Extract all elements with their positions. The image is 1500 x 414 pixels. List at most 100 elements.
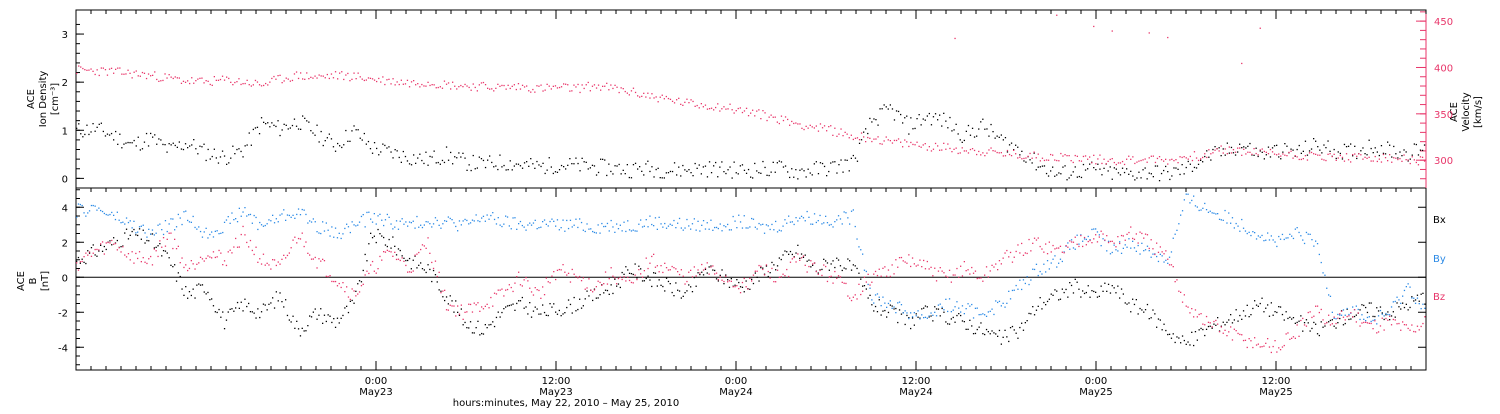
- density-point: [634, 162, 637, 164]
- density-point: [973, 136, 976, 138]
- density-point: [618, 163, 620, 166]
- bz-point: [695, 275, 697, 277]
- bx-point: [116, 239, 118, 242]
- velocity-point: [1091, 162, 1093, 164]
- density-point: [694, 162, 696, 165]
- bz-point: [101, 241, 104, 243]
- density-point: [858, 142, 861, 144]
- bz-point: [560, 269, 562, 271]
- density-point: [848, 170, 850, 172]
- density-point: [937, 119, 939, 121]
- by-point: [1204, 202, 1206, 205]
- density-point: [308, 121, 310, 123]
- bx-point: [719, 274, 721, 276]
- density-point: [115, 130, 117, 133]
- density-point: [94, 130, 96, 132]
- bx-point: [246, 305, 248, 308]
- bx-point: [331, 321, 333, 324]
- upper-panel-frame: [75, 9, 1427, 189]
- density-point: [1419, 149, 1422, 151]
- bx-point: [270, 302, 272, 304]
- bx-point: [1030, 313, 1032, 315]
- density-point: [1243, 146, 1245, 148]
- by-point: [516, 228, 518, 230]
- bx-point: [318, 314, 320, 316]
- bx-point: [887, 311, 890, 314]
- velocity-point: [961, 147, 963, 149]
- by-point: [939, 303, 941, 305]
- density-point: [1119, 174, 1122, 176]
- bz-point: [296, 242, 298, 244]
- bx-point: [623, 273, 625, 275]
- density-point: [256, 126, 259, 128]
- bx-point: [334, 326, 337, 328]
- bx-point: [1390, 315, 1393, 317]
- bz-point: [455, 315, 457, 317]
- density-point: [378, 154, 380, 156]
- bx-point: [190, 294, 192, 297]
- density-point: [1156, 165, 1159, 167]
- bx-point: [427, 264, 429, 266]
- bz-point: [1119, 242, 1121, 245]
- bz-point: [1083, 236, 1086, 239]
- bz-point: [1342, 316, 1345, 318]
- velocity-point: [556, 87, 559, 89]
- bz-point: [865, 281, 867, 283]
- bx-point: [174, 264, 176, 266]
- density-point: [460, 156, 462, 158]
- bx-point: [804, 254, 806, 256]
- bz-point: [220, 252, 222, 254]
- by-point: [392, 228, 394, 230]
- velocity-point: [1407, 159, 1409, 161]
- density-point: [1423, 144, 1426, 146]
- bx-point: [1220, 325, 1222, 327]
- velocity-point: [1004, 155, 1007, 157]
- by-point: [873, 302, 875, 304]
- velocity-point: [637, 95, 639, 97]
- bz-point: [586, 287, 588, 289]
- density-point: [996, 135, 998, 137]
- by-point: [1032, 268, 1034, 270]
- by-point: [1250, 234, 1252, 237]
- velocity-point: [1261, 148, 1263, 150]
- bz-point: [1257, 343, 1259, 345]
- by-point: [159, 223, 161, 225]
- bx-point: [606, 289, 609, 292]
- bx-point: [1178, 337, 1180, 339]
- density-point: [1004, 137, 1007, 139]
- velocity-point: [756, 110, 758, 112]
- bx-point: [558, 309, 560, 312]
- bx-point: [1067, 296, 1069, 298]
- bz-point: [1322, 319, 1324, 321]
- velocity-point: [108, 68, 111, 70]
- bx-point: [593, 288, 596, 290]
- bx-point: [368, 243, 370, 245]
- bx-point: [1167, 333, 1169, 336]
- bz-point: [1270, 351, 1272, 354]
- velocity-point: [823, 125, 826, 127]
- density-point: [517, 163, 520, 165]
- bz-point: [1268, 346, 1271, 348]
- density-point: [168, 143, 170, 145]
- density-point: [750, 176, 752, 178]
- density-point: [1282, 151, 1284, 153]
- bx-point: [408, 257, 411, 260]
- bz-point: [739, 292, 742, 294]
- bx-point: [834, 266, 836, 269]
- bx-point: [125, 228, 128, 230]
- bz-point: [1039, 245, 1041, 248]
- density-point: [203, 143, 205, 145]
- bz-point: [151, 264, 154, 266]
- bx-point: [458, 314, 461, 316]
- bz-point: [192, 263, 194, 265]
- by-point: [88, 210, 91, 212]
- bx-point: [1328, 321, 1330, 323]
- density-point: [150, 132, 152, 135]
- density-point: [887, 108, 889, 110]
- bx-point: [699, 273, 701, 276]
- bz-point: [837, 275, 840, 277]
- bx-point: [911, 317, 914, 319]
- bz-point: [616, 283, 618, 285]
- density-point: [614, 165, 616, 167]
- velocity-point: [854, 137, 857, 139]
